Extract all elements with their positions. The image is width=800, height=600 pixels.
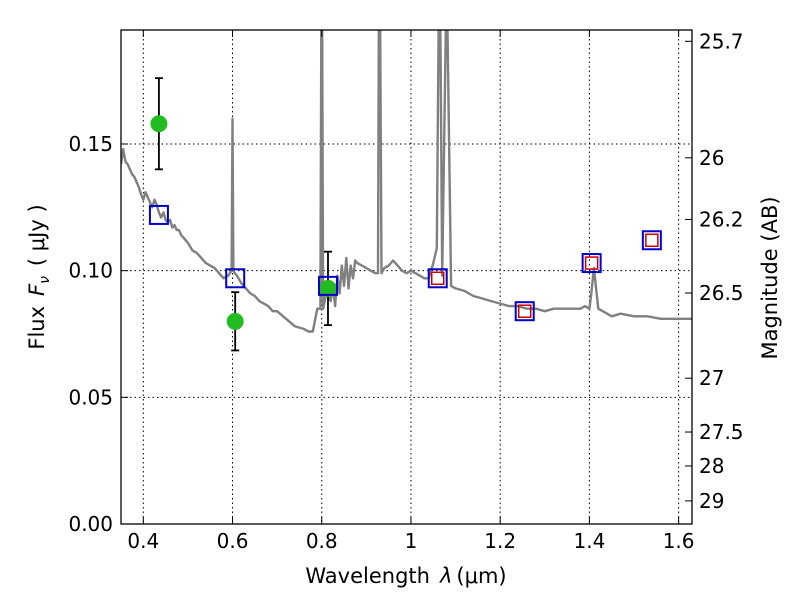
y2-tick-label: 27 (699, 366, 724, 390)
x-tick-label: 0.4 (127, 529, 159, 553)
plot-frame (120, 29, 693, 525)
y-axis-label: FluxFν( μJy ) (25, 204, 53, 349)
limit-point (517, 304, 532, 318)
limit-point (645, 233, 659, 248)
y-tick-label: 0.00 (68, 512, 113, 536)
y2-tick-label: 26.5 (699, 281, 744, 305)
observed-point (150, 115, 168, 133)
spectrum-line (121, 30, 692, 333)
x-tick-label: 1.2 (484, 529, 516, 553)
limit-point (584, 256, 599, 270)
y-tick-label: 0.15 (68, 132, 113, 156)
model-point (427, 268, 448, 289)
y2-tick-label: 26 (699, 146, 724, 170)
model-point (225, 268, 246, 289)
observed-point (226, 312, 244, 330)
x-tick-label: 1 (405, 529, 418, 553)
x-tick-label: 0.8 (306, 529, 338, 553)
grid-layer (121, 30, 692, 525)
model-point (581, 253, 602, 274)
y2-tick-label: 25.7 (699, 29, 744, 53)
limit-point (430, 271, 445, 286)
model-point (148, 204, 169, 225)
y2-tick-label: 27.5 (699, 420, 744, 444)
x-axis-label: Wavelength λ (μm) (305, 564, 506, 588)
y-tick-label: 0.05 (68, 385, 113, 409)
model-point (317, 275, 338, 296)
y2-tick-label: 28 (699, 454, 724, 478)
x-tick-label: 0.6 (217, 529, 249, 553)
y2-tick-label: 26.2 (699, 207, 744, 231)
y-tick-label: 0.10 (68, 259, 113, 283)
x-tick-label: 1.4 (573, 529, 605, 553)
model-point (641, 230, 662, 251)
y2-tick-label: 29 (699, 489, 724, 513)
model-point (514, 301, 535, 322)
axes-layer: 0.4 0.6 0.8 1 1.2 1.4 1.6 0.00 0.05 0.10 0.15 25.7 2… (68, 29, 743, 553)
plot-layer (121, 30, 692, 352)
x-tick-label: 1.6 (663, 529, 695, 553)
y2-axis-label: Magnitude (AB) (758, 196, 782, 359)
